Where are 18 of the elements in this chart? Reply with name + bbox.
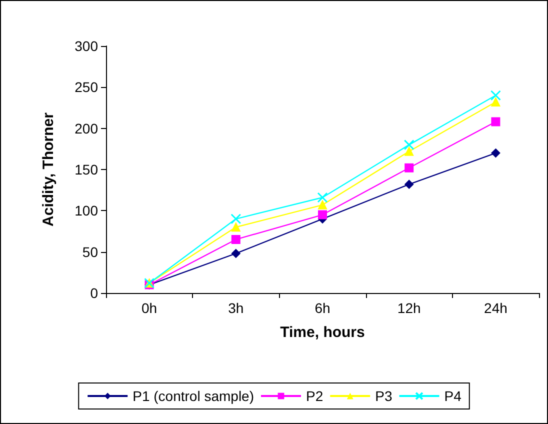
y-tick-label: 100 (74, 202, 98, 219)
y-axis-title: Acidity, Thorner (40, 112, 57, 226)
y-tick-label: 200 (74, 120, 98, 136)
x-tick-label: 0h (142, 300, 158, 316)
x-tick-label: 24h (484, 300, 508, 316)
legend-label: P2 (306, 388, 324, 404)
y-tick-label: 0 (90, 285, 98, 301)
y-tick-label: 300 (74, 38, 98, 54)
x-tick-label: 6h (314, 300, 330, 316)
legend-label: P4 (444, 388, 462, 404)
legend-label: P3 (375, 388, 392, 404)
y-tick-label: 50 (82, 244, 98, 260)
x-axis-title: Time, hours (280, 324, 365, 341)
y-tick-label: 250 (74, 79, 98, 96)
legend-label: P1 (control sample) (132, 388, 254, 404)
y-tick-label: 150 (74, 162, 98, 178)
x-tick-label: 12h (397, 300, 421, 316)
x-tick-label: 3h (228, 300, 244, 316)
